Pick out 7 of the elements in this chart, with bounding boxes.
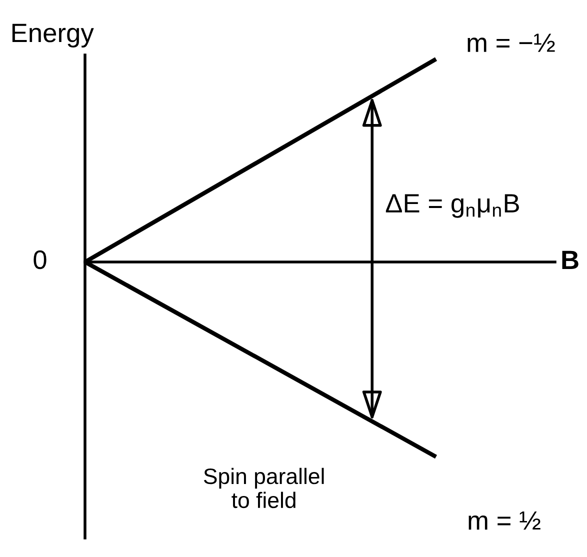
- x-axis-title: B: [562, 250, 578, 270]
- series-label: m = −½: [468, 34, 555, 52]
- text: m = ½: [468, 511, 540, 530]
- text: Spin parallel to field: [204, 468, 324, 508]
- text: 0: [34, 250, 46, 270]
- y-axis-title: Energy: [12, 24, 94, 48]
- annotation: ΔE = g$_{n}$μ$_{n}$B: [386, 194, 519, 218]
